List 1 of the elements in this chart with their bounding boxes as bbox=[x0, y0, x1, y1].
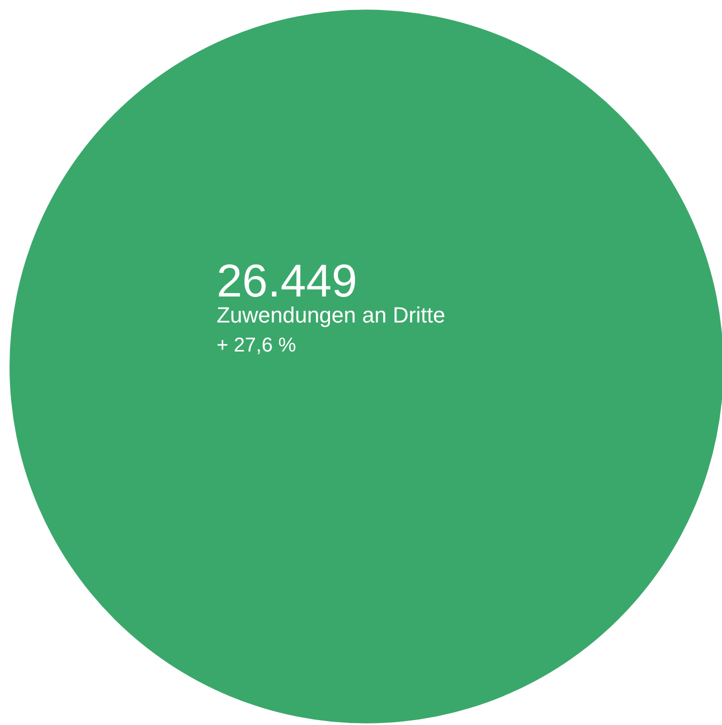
text: + 27,6 % bbox=[216, 334, 296, 356]
